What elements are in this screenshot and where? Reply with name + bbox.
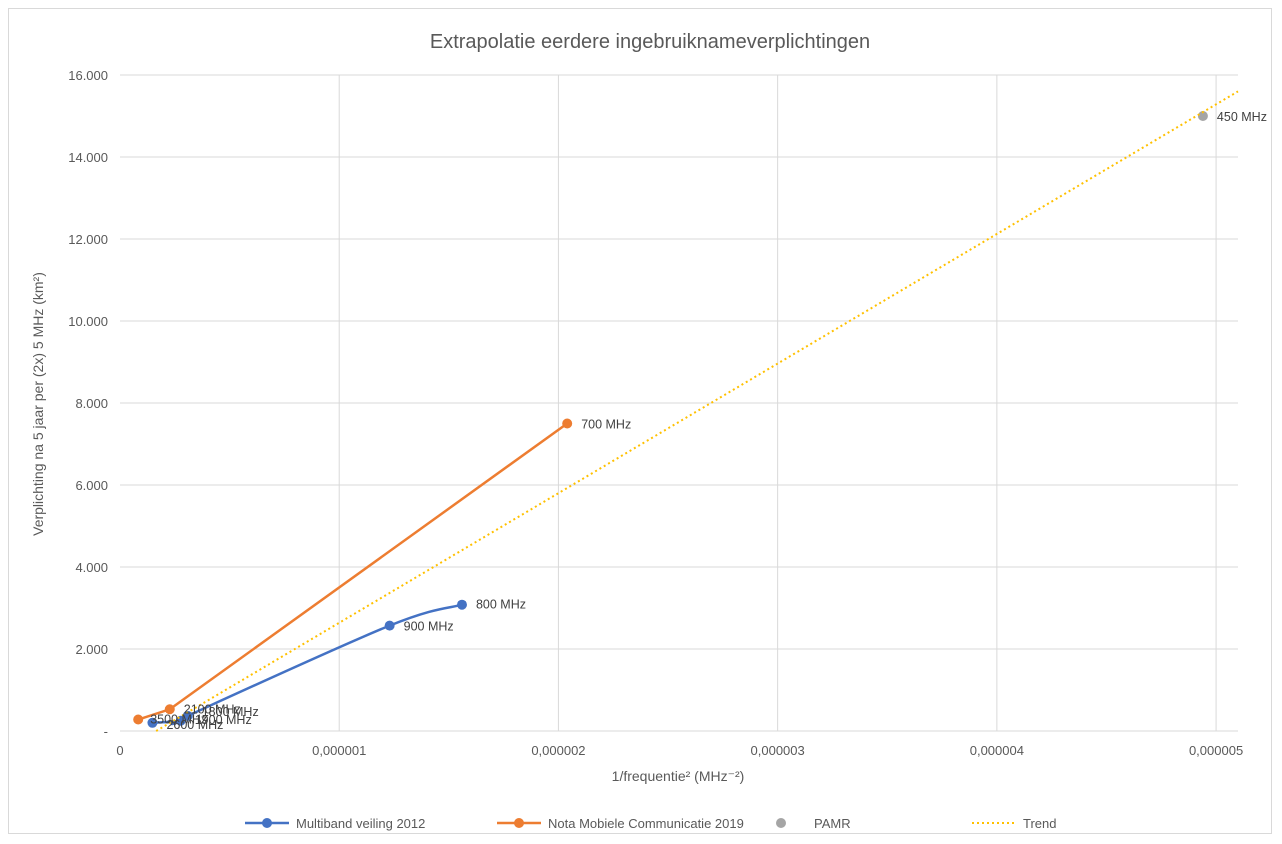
- legend-label: Trend: [1023, 816, 1056, 831]
- data-label: 2600 MHz: [166, 718, 223, 732]
- data-label: 2100 MHz: [184, 702, 241, 716]
- legend-marker: [262, 818, 272, 828]
- y-axis-title: Verplichting na 5 jaar per (2x) 5 MHz (k…: [30, 272, 46, 536]
- y-tick-label: 2.000: [75, 642, 108, 657]
- data-point: [384, 620, 395, 631]
- y-tick-label: 6.000: [75, 478, 108, 493]
- x-tick-label: 0: [116, 743, 123, 758]
- chart-title: Extrapolatie eerdere ingebruiknameverpli…: [430, 31, 870, 53]
- legend: Multiband veiling 2012 Nota Mobiele Commu…: [245, 816, 1056, 831]
- x-tick-label: 0,000004: [970, 743, 1024, 758]
- data-point: [182, 710, 193, 721]
- series-line: [137, 422, 568, 721]
- data-label: 900 MHz: [404, 620, 454, 634]
- data-label: 700 MHz: [581, 418, 631, 432]
- x-tick-label: 0,000003: [751, 743, 805, 758]
- x-tick-label: 0,000002: [531, 743, 585, 758]
- chart-frame: [8, 8, 1272, 834]
- y-tick-label: 4.000: [75, 560, 108, 575]
- legend-label: Nota Mobiele Communicatie 2019: [548, 816, 744, 831]
- y-tick-label: 12.000: [68, 232, 108, 247]
- grid-layer: [120, 74, 1238, 731]
- data-point: [1197, 111, 1208, 121]
- y-tick-label: 16.000: [68, 68, 108, 83]
- series-layer: [133, 90, 1239, 732]
- data-label: 800 MHz: [476, 598, 526, 612]
- legend-label: Multiband veiling 2012: [296, 816, 425, 831]
- data-point: [562, 418, 573, 429]
- legend-label: PAMR: [814, 816, 851, 831]
- data-point: [164, 704, 175, 715]
- y-tick-label: 14.000: [68, 150, 108, 165]
- axis-layer: - 2.000 4.000 6.000 8.000 10.000 12.000 14.000 1…: [68, 68, 1243, 758]
- legend-marker: [514, 818, 524, 828]
- legend-marker: [776, 818, 786, 828]
- x-tick-label: 0,000001: [312, 743, 366, 758]
- trend-line: [155, 90, 1239, 732]
- data-point: [147, 717, 158, 728]
- data-label: 1800 MHz: [202, 705, 259, 719]
- x-tick-label: 0,000005: [1189, 743, 1243, 758]
- x-axis-title: 1/frequentie² (MHz⁻²): [612, 768, 745, 784]
- data-label: 1900 MHz: [195, 713, 252, 727]
- data-point: [133, 714, 144, 725]
- y-tick-label: 8.000: [75, 396, 108, 411]
- data-label: 450 MHz: [1217, 110, 1267, 124]
- data-label: 3500 MHz: [150, 713, 207, 727]
- data-point: [456, 599, 467, 610]
- y-tick-label: 10.000: [68, 314, 108, 329]
- y-tick-label: -: [104, 724, 108, 739]
